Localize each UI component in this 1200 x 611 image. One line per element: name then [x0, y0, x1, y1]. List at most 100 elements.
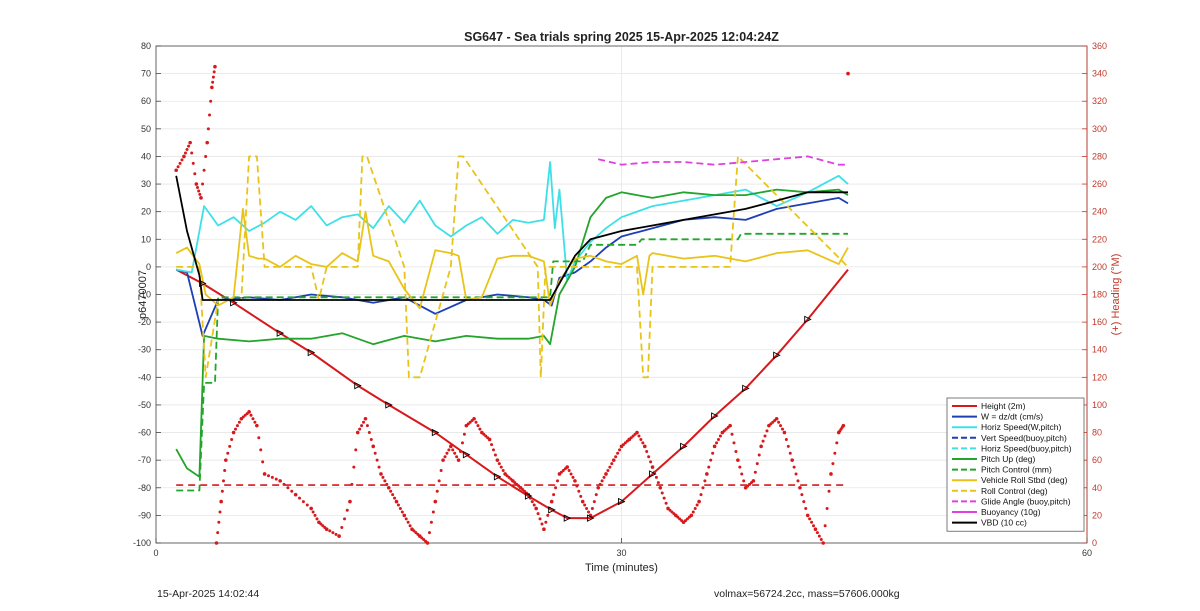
- heading-point: [521, 488, 525, 492]
- heading-point: [476, 424, 480, 428]
- y-right-tick-label: 340: [1092, 69, 1107, 79]
- heading-point: [352, 465, 356, 469]
- legend-entry: Height (2m): [981, 401, 1026, 411]
- heading-point: [199, 196, 203, 200]
- y-right-tick-label: 40: [1092, 483, 1102, 493]
- height-marker: [307, 348, 316, 357]
- heading-point: [367, 431, 371, 435]
- heading-point: [433, 499, 438, 504]
- heading-point: [798, 485, 802, 490]
- heading-point: [237, 420, 241, 424]
- heading-point: [478, 427, 482, 431]
- y-right-tick-label: 300: [1092, 124, 1107, 134]
- heading-point: [569, 472, 573, 476]
- heading-point: [404, 517, 408, 521]
- footer-volmax-mass: volmax=56724.2cc, mass=57606.000kg: [714, 588, 900, 600]
- legend-entry: VBD (10 cc): [981, 518, 1027, 528]
- heading-point: [331, 531, 335, 535]
- heading-point: [715, 441, 719, 445]
- heading-point: [431, 510, 435, 514]
- heading-point: [484, 434, 488, 438]
- heading-point: [647, 455, 651, 459]
- heading-point: [542, 527, 546, 531]
- series-line-2: [176, 161, 849, 282]
- heading-point: [779, 424, 783, 428]
- heading-point: [180, 158, 184, 162]
- heading-point: [474, 420, 478, 424]
- heading-point: [658, 485, 663, 490]
- heading-point: [835, 441, 839, 445]
- series-line-7: [175, 207, 849, 310]
- heading-point: [689, 513, 694, 518]
- heading-point: [443, 455, 447, 459]
- heading-point: [656, 481, 660, 485]
- heading-point: [406, 520, 410, 524]
- heading-point: [841, 423, 846, 428]
- heading-point: [491, 448, 495, 452]
- heading-point: [456, 458, 461, 462]
- y-axis-label: p6470007: [137, 270, 149, 319]
- height-marker: [563, 514, 572, 522]
- heading-point: [286, 486, 290, 490]
- heading-point: [699, 493, 703, 497]
- heading-point: [780, 427, 784, 431]
- heading-point: [393, 496, 397, 500]
- heading-point: [293, 492, 298, 497]
- heading-point: [579, 494, 583, 498]
- heading-point: [183, 151, 187, 155]
- height-marker: [742, 384, 750, 393]
- heading-point: [697, 499, 701, 504]
- heading-point: [670, 510, 674, 514]
- heading-point: [662, 496, 666, 500]
- y-tick-label: 10: [141, 234, 151, 244]
- y-tick-label: 20: [141, 207, 151, 217]
- heading-point: [453, 451, 457, 455]
- heading-point: [819, 538, 823, 542]
- heading-point: [650, 465, 655, 469]
- heading-point: [804, 506, 808, 510]
- heading-point: [257, 436, 261, 440]
- heading-point: [738, 465, 742, 469]
- heading-point: [231, 430, 236, 435]
- heading-point: [235, 424, 239, 428]
- series-line-11: [175, 175, 848, 301]
- heading-point: [324, 527, 329, 531]
- heading-point: [546, 513, 550, 517]
- y-right-tick-label: 200: [1092, 262, 1107, 272]
- heading-point: [301, 500, 305, 504]
- heading-point: [823, 524, 827, 528]
- heading-point: [668, 508, 672, 512]
- height-marker: [773, 351, 781, 359]
- heading-point: [573, 479, 577, 483]
- heading-point: [610, 462, 614, 466]
- series-line-5: [175, 188, 849, 478]
- heading-point: [788, 451, 792, 455]
- heading-point: [414, 531, 418, 535]
- heading-point: [678, 517, 682, 521]
- heading-point: [833, 451, 837, 455]
- heading-point: [373, 451, 377, 455]
- height-marker: [493, 473, 502, 481]
- heading-point: [472, 416, 476, 421]
- heading-point: [693, 506, 697, 510]
- heading-point: [377, 465, 381, 469]
- heading-point: [827, 489, 831, 493]
- heading-point: [722, 429, 726, 433]
- heading-point: [290, 489, 294, 493]
- heading-point: [831, 462, 835, 466]
- heading-point: [212, 70, 216, 74]
- heading-point: [641, 441, 645, 445]
- y-tick-label: -10: [138, 290, 151, 300]
- heading-point: [614, 455, 618, 459]
- footer-timestamp: 15-Apr-2025 14:02:44: [157, 588, 260, 600]
- heading-point: [532, 503, 536, 507]
- heading-point: [794, 472, 798, 476]
- legend: Height (2m)W = dz/dt (cm/s)Horiz Speed(W…: [946, 397, 1085, 532]
- heading-point: [707, 465, 711, 469]
- heading-point: [808, 517, 812, 521]
- y-tick-label: -80: [138, 483, 151, 493]
- heading-point: [645, 450, 649, 454]
- heading-point: [497, 462, 501, 466]
- heading-point: [501, 469, 505, 473]
- series-line-9: [597, 155, 848, 166]
